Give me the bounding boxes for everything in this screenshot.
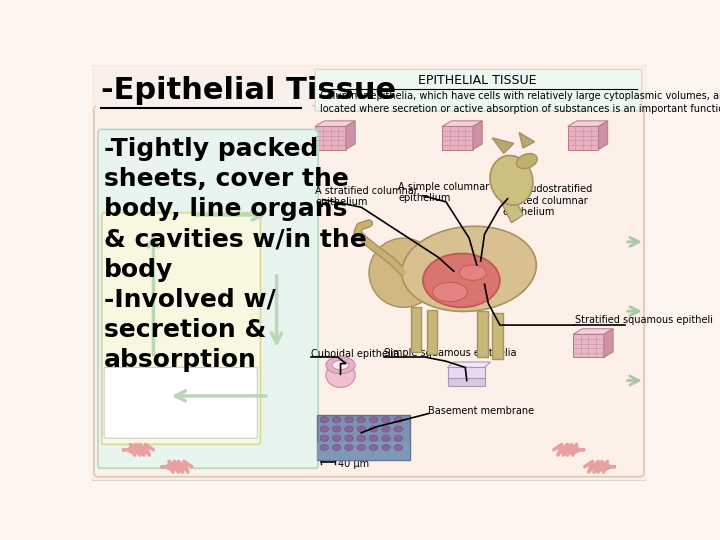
Ellipse shape [345,444,354,450]
Ellipse shape [382,435,390,441]
Text: EPITHELIAL TISSUE: EPITHELIAL TISSUE [418,74,536,87]
Polygon shape [473,121,482,150]
FancyBboxPatch shape [98,130,318,468]
FancyBboxPatch shape [94,106,644,477]
Ellipse shape [326,356,355,374]
Ellipse shape [369,435,378,441]
Text: 40 µm: 40 µm [338,459,369,469]
Ellipse shape [332,361,349,370]
Ellipse shape [369,238,438,307]
Ellipse shape [394,444,402,450]
FancyBboxPatch shape [104,367,257,438]
Text: Columnar epithelia, which have cells with relatively large cytoplasmic volumes, : Columnar epithelia, which have cells wit… [320,91,720,114]
Ellipse shape [357,417,366,423]
Ellipse shape [333,426,341,432]
Ellipse shape [402,226,536,312]
Ellipse shape [369,417,378,423]
Polygon shape [315,121,355,126]
Bar [492,313,503,359]
Text: A pseudostratified
ciliated columnar
epithelium: A pseudostratified ciliated columnar epi… [503,184,593,217]
Ellipse shape [320,444,328,450]
Text: Simple squamous epithelia: Simple squamous epithelia [384,348,517,358]
Bar [442,126,473,150]
Polygon shape [567,121,608,126]
Ellipse shape [394,426,402,432]
Polygon shape [598,121,608,150]
Ellipse shape [333,435,341,441]
Bar [573,334,604,357]
Ellipse shape [423,253,500,307]
Text: Cuboidal epithelia: Cuboidal epithelia [311,349,400,359]
Ellipse shape [345,426,354,432]
Bar [318,442,410,460]
Ellipse shape [320,435,328,441]
Bar [477,311,487,357]
Ellipse shape [320,426,328,432]
Ellipse shape [382,417,390,423]
Ellipse shape [320,417,328,423]
FancyBboxPatch shape [91,64,647,481]
Polygon shape [448,362,490,367]
Ellipse shape [382,426,390,432]
Bar [567,126,598,150]
FancyBboxPatch shape [315,70,642,111]
Ellipse shape [333,417,341,423]
Bar [315,126,346,150]
Bar [427,309,437,354]
Text: A stratified columnar
epithelium: A stratified columnar epithelium [315,186,418,207]
Ellipse shape [345,435,354,441]
Polygon shape [573,329,613,334]
Ellipse shape [382,444,390,450]
Bar [318,415,410,460]
Ellipse shape [333,444,341,450]
Text: -Epithelial Tissue: -Epithelial Tissue [101,76,396,105]
FancyBboxPatch shape [448,367,485,378]
Ellipse shape [516,153,537,168]
Polygon shape [604,329,613,357]
Ellipse shape [394,417,402,423]
Ellipse shape [369,444,378,450]
FancyBboxPatch shape [96,72,312,110]
Text: Stratified squamous epitheli: Stratified squamous epitheli [575,315,714,325]
Text: Basement membrane: Basement membrane [428,406,534,416]
Ellipse shape [433,282,467,301]
Polygon shape [346,121,355,150]
Ellipse shape [326,363,355,387]
Text: -Tightly packed
sheets, cover the
body, line organs
& cavities w/in the
body
-In: -Tightly packed sheets, cover the body, … [104,137,367,372]
Ellipse shape [345,417,354,423]
Text: A simple columnar
epithelium: A simple columnar epithelium [398,182,490,204]
FancyBboxPatch shape [102,213,261,444]
Polygon shape [492,138,514,153]
Ellipse shape [357,444,366,450]
Ellipse shape [459,265,487,280]
Polygon shape [519,132,534,148]
Ellipse shape [369,426,378,432]
Ellipse shape [490,156,533,205]
Ellipse shape [394,435,402,441]
Ellipse shape [357,426,366,432]
Polygon shape [500,192,523,222]
FancyBboxPatch shape [448,377,485,386]
Bar [411,307,421,352]
Ellipse shape [357,435,366,441]
Polygon shape [442,121,482,126]
